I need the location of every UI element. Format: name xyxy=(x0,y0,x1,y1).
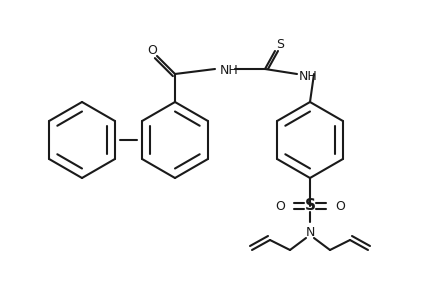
Text: O: O xyxy=(147,44,157,58)
Text: O: O xyxy=(335,199,345,212)
Text: O: O xyxy=(275,199,285,212)
Text: NH: NH xyxy=(299,71,318,83)
Text: S: S xyxy=(276,38,284,50)
Text: S: S xyxy=(304,198,315,213)
Text: N: N xyxy=(305,226,315,238)
Text: NH: NH xyxy=(220,64,239,77)
